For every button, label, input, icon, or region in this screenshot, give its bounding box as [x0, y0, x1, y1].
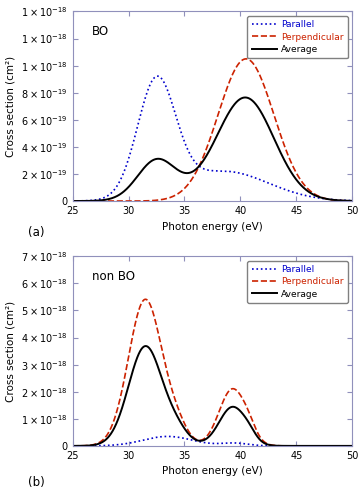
- Line: Perpendicular: Perpendicular: [72, 299, 352, 446]
- Average: [291, 443, 295, 449]
- Average: [342, 198, 347, 204]
- Perpendicular: [70, 198, 75, 204]
- Perpendicular: [342, 443, 347, 449]
- Perpendicular: [85, 443, 89, 449]
- Perpendicular: [199, 159, 203, 165]
- Average: [291, 172, 295, 178]
- Perpendicular: [342, 198, 347, 204]
- Line: Perpendicular: Perpendicular: [72, 59, 352, 201]
- Parallel: [291, 443, 295, 449]
- Average: [85, 198, 89, 204]
- Average: [206, 149, 211, 155]
- Perpendicular: [342, 198, 346, 204]
- Perpendicular: [206, 431, 211, 437]
- Parallel: [166, 433, 170, 439]
- Parallel: [342, 443, 346, 449]
- Perpendicular: [342, 443, 346, 449]
- Average: [199, 438, 203, 444]
- Legend: Parallel, Perpendicular, Average: Parallel, Perpendicular, Average: [247, 16, 348, 59]
- Parallel: [350, 198, 355, 204]
- Average: [70, 198, 75, 204]
- Text: (b): (b): [28, 476, 45, 489]
- Perpendicular: [143, 296, 148, 302]
- Parallel: [206, 440, 211, 446]
- Text: non BO: non BO: [92, 270, 135, 282]
- Average: [350, 198, 355, 204]
- Average: [342, 443, 347, 449]
- Y-axis label: Cross section (cm²): Cross section (cm²): [5, 301, 16, 401]
- Average: [206, 434, 211, 440]
- Average: [199, 161, 203, 167]
- Parallel: [70, 443, 75, 449]
- Text: (a): (a): [28, 226, 44, 239]
- Perpendicular: [206, 140, 211, 146]
- Average: [350, 443, 355, 449]
- Perpendicular: [70, 443, 75, 449]
- Line: Average: Average: [72, 346, 352, 446]
- Average: [243, 94, 248, 100]
- Average: [85, 443, 89, 449]
- Perpendicular: [291, 163, 295, 169]
- Legend: Parallel, Perpendicular, Average: Parallel, Perpendicular, Average: [247, 261, 348, 303]
- X-axis label: Photon energy (eV): Photon energy (eV): [162, 221, 263, 232]
- Parallel: [350, 443, 355, 449]
- Parallel: [70, 198, 75, 204]
- Perpendicular: [350, 443, 355, 449]
- Average: [342, 198, 346, 204]
- Parallel: [291, 189, 295, 195]
- Parallel: [206, 167, 211, 173]
- Perpendicular: [291, 443, 295, 449]
- Parallel: [342, 197, 346, 203]
- Parallel: [85, 198, 89, 204]
- Parallel: [342, 197, 347, 203]
- Text: BO: BO: [92, 25, 109, 38]
- Perpendicular: [350, 198, 355, 204]
- Perpendicular: [85, 198, 89, 204]
- Line: Parallel: Parallel: [72, 436, 352, 446]
- Parallel: [342, 443, 347, 449]
- Line: Parallel: Parallel: [72, 76, 352, 201]
- Perpendicular: [199, 437, 203, 443]
- Average: [70, 443, 75, 449]
- Parallel: [199, 165, 203, 171]
- Parallel: [155, 73, 160, 79]
- Perpendicular: [244, 56, 248, 62]
- Parallel: [85, 443, 89, 449]
- Y-axis label: Cross section (cm²): Cross section (cm²): [5, 56, 16, 157]
- Average: [143, 343, 148, 349]
- X-axis label: Photon energy (eV): Photon energy (eV): [162, 466, 263, 476]
- Line: Average: Average: [72, 97, 352, 201]
- Average: [342, 443, 346, 449]
- Parallel: [199, 439, 203, 445]
